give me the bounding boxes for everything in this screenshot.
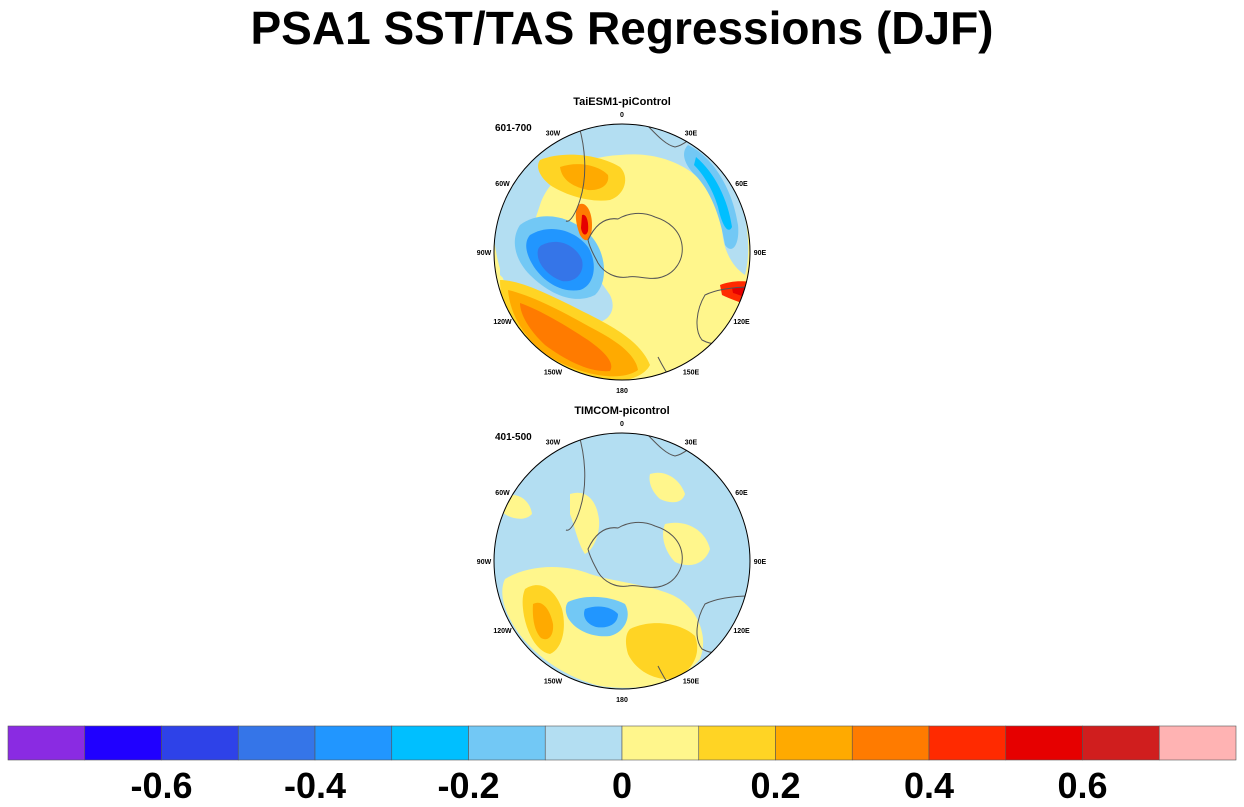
colorbar-box bbox=[775, 725, 853, 761]
longitude-label: 150E bbox=[683, 679, 700, 686]
colorbar-box bbox=[851, 725, 930, 761]
longitude-label: 90E bbox=[754, 559, 767, 566]
longitude-label: 30W bbox=[546, 131, 561, 138]
colorbar-tick-label: 0.2 bbox=[750, 765, 800, 806]
colorbar-tick-label: 0.4 bbox=[904, 765, 954, 806]
longitude-label: 180 bbox=[616, 697, 628, 704]
south-america-outline bbox=[565, 124, 586, 222]
antarctica-outline bbox=[587, 212, 683, 279]
map-boundary bbox=[493, 432, 751, 690]
longitude-label: 120W bbox=[493, 628, 512, 635]
colorbar-tick-label: 0.6 bbox=[1057, 765, 1107, 806]
figure-title: PSA1 SST/TAS Regressions (DJF) bbox=[250, 2, 994, 54]
longitude-label: 150W bbox=[544, 679, 563, 686]
longitude-label: 30E bbox=[685, 131, 698, 138]
panel-title: TIMCOM-picontrol bbox=[574, 405, 670, 417]
longitude-label: 120E bbox=[733, 319, 750, 326]
contour-warm-light-3 bbox=[649, 472, 685, 503]
longitude-label: 180 bbox=[616, 388, 628, 395]
longitude-label: 90W bbox=[477, 250, 492, 257]
longitude-label: 90E bbox=[754, 250, 767, 257]
contour-nz-warm bbox=[625, 623, 698, 680]
longitude-label: 30W bbox=[546, 440, 561, 447]
map-boundary bbox=[493, 123, 751, 381]
antarctica-outline bbox=[587, 521, 683, 588]
panel-period: 601-700 bbox=[495, 123, 532, 134]
longitude-label: 90W bbox=[477, 559, 492, 566]
contour-pacific-warm-3 bbox=[520, 303, 612, 372]
colorbar-tick-label: -0.4 bbox=[284, 765, 346, 806]
contour-peninsula-warm-core bbox=[581, 214, 589, 235]
colorbar-box bbox=[314, 725, 393, 761]
contour-warm-light-2 bbox=[570, 492, 600, 554]
longitude-label: 60W bbox=[495, 490, 510, 497]
longitude-label: 0 bbox=[620, 112, 624, 119]
contour-indian-cold-core bbox=[694, 157, 732, 230]
longitude-label: 120W bbox=[493, 319, 512, 326]
colorbar-tick-label: 0 bbox=[612, 765, 632, 806]
colorbar-box bbox=[621, 725, 700, 761]
panel-period: 401-500 bbox=[495, 432, 532, 443]
colorbar-box bbox=[237, 725, 316, 761]
polar-map: 0 30E 60E 90E 120E 150E 180 150W 120W 90W 60W 30W bbox=[477, 112, 767, 395]
contour-warm-light-5 bbox=[663, 522, 710, 566]
colorbar-tick-label: -0.2 bbox=[437, 765, 499, 806]
colorbar-box bbox=[468, 725, 546, 761]
contour-pacific-warm-2 bbox=[532, 602, 554, 640]
south-america-outline bbox=[565, 433, 586, 531]
panel-taiesm1: TaiESM1-piControl 601-700 bbox=[470, 95, 774, 395]
contour-amundsen-cold-core bbox=[537, 241, 583, 282]
colorbar-box bbox=[928, 725, 1007, 761]
longitude-label: 60E bbox=[735, 181, 748, 188]
longitude-label: 150W bbox=[544, 370, 563, 377]
colorbar-box bbox=[1158, 725, 1237, 761]
panel-title: TaiESM1-piControl bbox=[573, 96, 671, 108]
longitude-label: 120E bbox=[733, 628, 750, 635]
colorbar-tick-label: -0.6 bbox=[130, 765, 192, 806]
colorbar-box bbox=[698, 725, 776, 761]
longitude-label: 0 bbox=[620, 421, 624, 428]
colorbar-box bbox=[7, 725, 86, 761]
colorbar-box bbox=[161, 725, 239, 761]
colorbar-box bbox=[1005, 725, 1083, 761]
colorbar-box bbox=[1082, 725, 1160, 761]
longitude-label: 30E bbox=[685, 440, 698, 447]
contour-ross-cold-core bbox=[584, 606, 618, 628]
colorbar-box bbox=[84, 725, 162, 761]
longitude-label: 60W bbox=[495, 181, 510, 188]
longitude-label: 60E bbox=[735, 490, 748, 497]
panel-timcom: TIMCOM-picontrol 401-500 bbox=[470, 404, 774, 704]
colorbar-box bbox=[391, 725, 469, 761]
longitude-label: 150E bbox=[683, 370, 700, 377]
colorbar-box bbox=[544, 725, 623, 761]
polar-map: 0 30E 60E 90E 120E 150E 180 150W 120W 90W 60W 30W bbox=[477, 421, 767, 704]
